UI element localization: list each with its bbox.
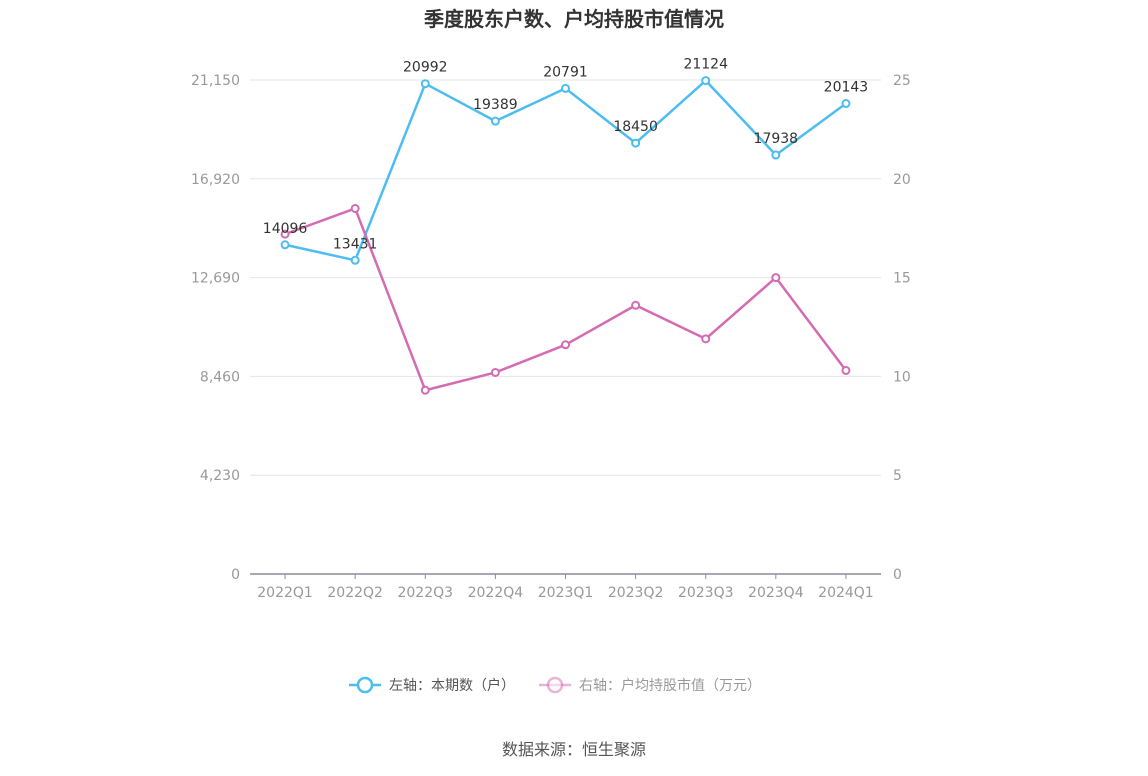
legend-item: 右轴：户均持股市值（万元）	[539, 676, 761, 694]
data-point	[701, 334, 711, 344]
y-right-tick-label: 0	[893, 567, 902, 583]
data-label: 13431	[333, 236, 378, 252]
data-point	[841, 365, 851, 375]
x-tick-label: 2023Q4	[748, 585, 804, 601]
legend-item: 左轴：本期数（户）	[349, 676, 515, 694]
x-tick-label: 2023Q3	[678, 585, 734, 601]
data-label: 20791	[543, 64, 588, 80]
x-tick-label: 2022Q2	[327, 585, 383, 601]
y-left-tick-label: 4,230	[200, 468, 240, 484]
data-labels: 14096 13431 20992 19389 20791 18450 21124 17938…	[263, 57, 868, 253]
source-note: 数据来源：恒生聚源	[502, 740, 646, 759]
data-point	[631, 138, 641, 148]
chart-title: 季度股东户数、户均持股市值情况	[423, 7, 724, 31]
series-layer	[280, 76, 851, 395]
data-point	[841, 99, 851, 109]
data-label: 19389	[473, 97, 518, 113]
y-left-tick-label: 16,920	[191, 172, 240, 188]
y-left-tick-label: 8,460	[200, 369, 240, 385]
data-point	[561, 340, 570, 350]
y-right-tick-label: 15	[893, 271, 911, 287]
data-point	[490, 116, 500, 126]
data-point	[420, 79, 430, 89]
data-point	[771, 273, 781, 283]
y-right-tick-label: 25	[893, 73, 911, 89]
x-tick-label: 2023Q2	[608, 585, 664, 601]
x-tick-label: 2023Q1	[538, 585, 594, 601]
data-point	[701, 76, 711, 86]
data-label: 21124	[683, 57, 728, 73]
x-tick-label: 2022Q4	[468, 585, 524, 601]
data-point	[350, 255, 360, 265]
legend-swatch-marker	[546, 676, 564, 694]
data-point	[631, 300, 641, 310]
y-right-tick-label: 20	[893, 172, 911, 188]
data-point	[490, 367, 500, 377]
data-label: 20143	[824, 80, 869, 96]
legend-swatch-marker	[356, 676, 374, 694]
x-tick-label: 2024Q1	[818, 585, 874, 601]
legend: 左轴：本期数（户） 右轴：户均持股市值（万元）	[349, 676, 761, 694]
data-label: 18450	[613, 119, 658, 135]
y-right-tick-label: 5	[893, 468, 902, 484]
data-label: 14096	[263, 221, 308, 237]
x-tick-label: 2022Q3	[397, 585, 453, 601]
axes: 0 0 4,230 5 8,460 10 12,690 15 16,920 20 21,150 25 2…	[191, 73, 911, 601]
data-point	[561, 83, 570, 93]
data-point	[280, 229, 290, 239]
y-left-tick-label: 12,690	[191, 271, 240, 287]
data-label: 17938	[754, 131, 799, 147]
x-tick-label: 2022Q1	[257, 585, 313, 601]
data-point	[350, 203, 360, 213]
y-left-tick-label: 21,150	[191, 73, 240, 89]
data-point	[280, 240, 290, 250]
y-right-tick-label: 10	[893, 369, 911, 385]
grid-lines	[250, 79, 881, 476]
data-point	[771, 150, 781, 160]
legend-label: 右轴：户均持股市值（万元）	[579, 677, 761, 694]
legend-label: 左轴：本期数（户）	[389, 677, 515, 694]
data-point	[420, 385, 430, 395]
series-line-shareholders	[284, 79, 847, 262]
data-label: 20992	[403, 60, 448, 76]
y-left-tick-label: 0	[231, 567, 240, 583]
